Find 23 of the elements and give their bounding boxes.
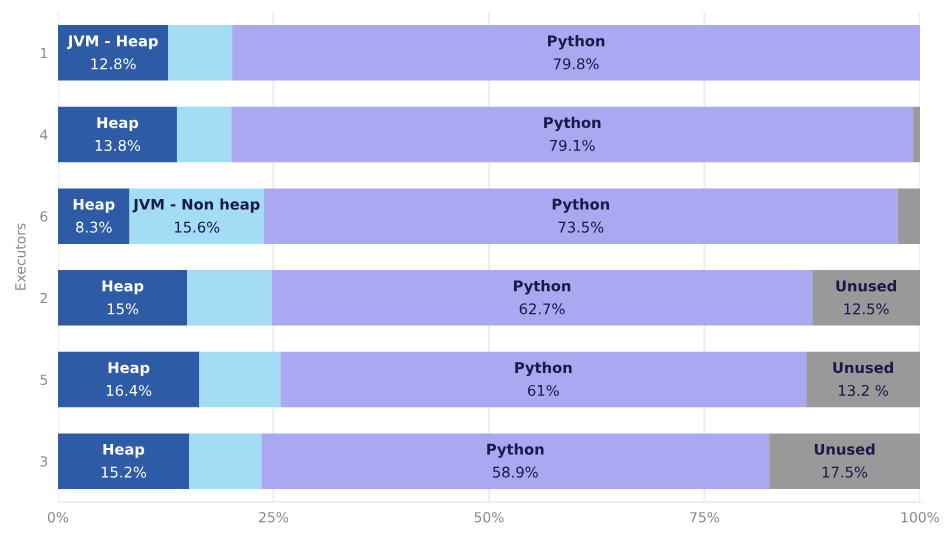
bar <box>913 106 920 163</box>
bar <box>58 25 169 81</box>
bar <box>812 270 920 326</box>
bar <box>58 106 177 163</box>
bar <box>231 106 914 163</box>
bar <box>168 25 233 81</box>
bar <box>58 433 190 489</box>
bar <box>199 351 281 408</box>
bar <box>271 270 813 326</box>
bar <box>806 351 920 408</box>
bar <box>261 433 770 489</box>
bar <box>58 270 188 326</box>
bar <box>176 106 232 163</box>
bar <box>232 25 920 81</box>
bar <box>187 270 272 326</box>
bar <box>280 351 807 408</box>
bar <box>58 351 200 408</box>
bar <box>129 188 265 244</box>
bar <box>58 188 130 244</box>
bar <box>897 188 920 244</box>
bar <box>264 188 898 244</box>
bar <box>769 433 920 489</box>
bar <box>189 433 262 489</box>
